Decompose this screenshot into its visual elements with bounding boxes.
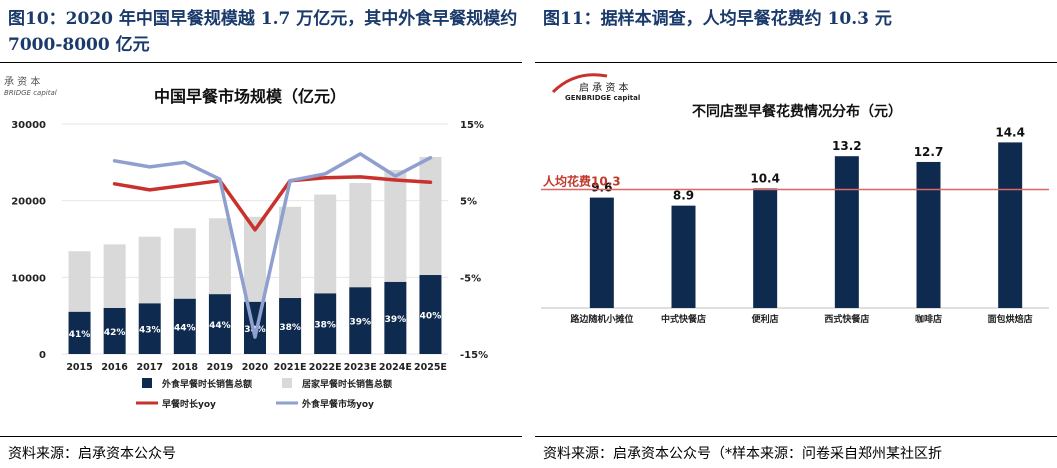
- left-bar-home: [314, 194, 337, 294]
- left-logo-line2: BRIDGE capital: [4, 89, 57, 97]
- left-source: 资料来源：启承资本公众号: [8, 446, 176, 462]
- left-bar-home: [349, 183, 372, 288]
- left-line-breakfast-yoy: [112, 175, 433, 232]
- right-x-tick: 咖啡店: [915, 313, 942, 325]
- left-x-tick: 2021E: [274, 362, 307, 373]
- left-y2-tick: 5%: [460, 197, 477, 208]
- left-legend-swatch: [142, 378, 152, 388]
- left-y2-tick: -15%: [460, 350, 488, 361]
- left-x-tick: 2019: [207, 362, 233, 373]
- left-legend-label: 早餐时长yoy: [162, 398, 216, 410]
- left-x-tick: 2017: [137, 362, 163, 373]
- right-chart: 启 承 资 本 GENBRIDGE capital 不同店型早餐花费情况分布（元…: [541, 73, 1049, 325]
- left-legend-label: 居家早餐时长销售总额: [302, 378, 392, 390]
- left-legend-swatch: [282, 378, 292, 388]
- left-bar-out: [419, 275, 442, 354]
- right-x-tick: 中式快餐店: [661, 313, 706, 325]
- left-bar-out: [173, 298, 196, 354]
- right-bar: [753, 188, 778, 308]
- right-bar: [916, 161, 941, 308]
- right-logo-swoosh-icon: [551, 73, 608, 94]
- right-bar: [671, 205, 696, 308]
- left-bar-home: [173, 228, 196, 299]
- left-bar-home: [419, 156, 442, 276]
- left-y2-tick: -5%: [460, 273, 481, 284]
- right-x-tick: 面包烘焙店: [988, 313, 1033, 325]
- left-bar-label: 38%: [314, 321, 336, 331]
- left-line-outside-yoy: [112, 152, 433, 339]
- left-x-tick: 2015: [66, 362, 92, 373]
- left-bar-out: [349, 287, 372, 354]
- left-bar-label: 40%: [420, 312, 442, 322]
- left-bar-label: 41%: [69, 330, 91, 340]
- left-x-tick: 2023E: [344, 362, 377, 373]
- left-heading: 图10：2020 年中国早餐规模越 1.7 万亿元，其中外食早餐规模约 7000…: [8, 9, 518, 55]
- right-top-rule: [535, 62, 1057, 63]
- right-chart-title: 不同店型早餐花费情况分布（元）: [692, 103, 902, 120]
- left-bar-label: 43%: [139, 326, 161, 336]
- left-bar-out: [103, 308, 126, 354]
- right-heading: 图11：据样本调查，人均早餐花费约 10.3 元: [543, 9, 892, 29]
- left-chart-title: 中国早餐市场规模（亿元）: [154, 87, 346, 106]
- right-bar: [589, 197, 614, 308]
- left-x-tick: 2016: [101, 362, 128, 373]
- left-bar-out: [208, 294, 231, 354]
- left-bar-label: 39%: [385, 315, 407, 325]
- left-bar-out: [384, 281, 407, 354]
- left-bar-home: [68, 251, 91, 312]
- left-x-tick: 2018: [172, 362, 199, 373]
- left-bottom-rule: [0, 436, 522, 437]
- right-x-tick: 便利店: [752, 313, 779, 325]
- right-bar-value-label: 8.9: [673, 189, 694, 203]
- right-source: 资料来源：启承资本公众号（*样本来源：问卷采自郑州某社区折: [543, 446, 942, 462]
- left-bar-out: [279, 298, 302, 354]
- left-bar-out: [314, 293, 337, 354]
- left-chart: 承 资 本 BRIDGE capital 中国早餐市场规模（亿元） 0 10000…: [4, 75, 488, 410]
- left-bar-home: [244, 216, 266, 302]
- right-bar-value-label: 10.4: [750, 171, 780, 185]
- right-bottom-rule: [535, 436, 1057, 437]
- left-bar-label: 44%: [209, 321, 231, 331]
- left-y-tick: 20000: [11, 197, 46, 208]
- right-x-tick: 路边随机小摊位: [570, 313, 633, 325]
- left-bar-home: [384, 170, 407, 282]
- left-bar-home: [279, 206, 302, 299]
- left-y-tick: 0: [39, 350, 46, 361]
- right-logo-line2: GENBRIDGE capital: [565, 94, 640, 102]
- left-y2-tick: 15%: [460, 120, 484, 131]
- left-y-tick: 30000: [11, 120, 46, 131]
- left-bar-label: 44%: [174, 323, 196, 333]
- right-logo-line1: 启 承 资 本: [579, 81, 629, 94]
- right-bar-value-label: 13.2: [832, 139, 862, 153]
- right-logo: 启 承 资 本 GENBRIDGE capital: [551, 73, 640, 102]
- right-reference-label: 人均花费10.3: [543, 174, 621, 189]
- left-logo-line1: 承 资 本: [4, 75, 40, 88]
- right-x-tick: 西式快餐店: [824, 313, 869, 325]
- left-logo: 承 资 本 BRIDGE capital: [4, 75, 57, 97]
- left-bar-out: [138, 303, 161, 354]
- left-top-rule: [0, 62, 522, 63]
- left-bar-home: [208, 218, 231, 295]
- right-bar-value-label: 12.7: [914, 145, 944, 159]
- right-bar-value-label: 14.4: [995, 125, 1025, 139]
- right-bar: [834, 156, 859, 308]
- left-bar-label: 42%: [104, 328, 126, 338]
- left-bar-out: [68, 311, 91, 354]
- left-legend-label: 外食早餐市场yoy: [301, 398, 374, 410]
- left-x-tick: 2020: [242, 362, 269, 373]
- right-bar-value-label: 9.6: [591, 181, 612, 195]
- left-bar-label: 39%: [349, 318, 371, 328]
- left-bar-home: [138, 236, 161, 304]
- left-x-tick: 2025E: [414, 362, 447, 373]
- left-legend-label: 外食早餐时长销售总额: [161, 378, 252, 390]
- left-x-tick: 2022E: [309, 362, 342, 373]
- left-y-tick: 10000: [11, 273, 46, 284]
- left-bar-label: 38%: [279, 323, 301, 333]
- left-bar-home: [103, 244, 126, 308]
- left-x-tick: 2024E: [379, 362, 412, 373]
- right-bar: [998, 142, 1023, 308]
